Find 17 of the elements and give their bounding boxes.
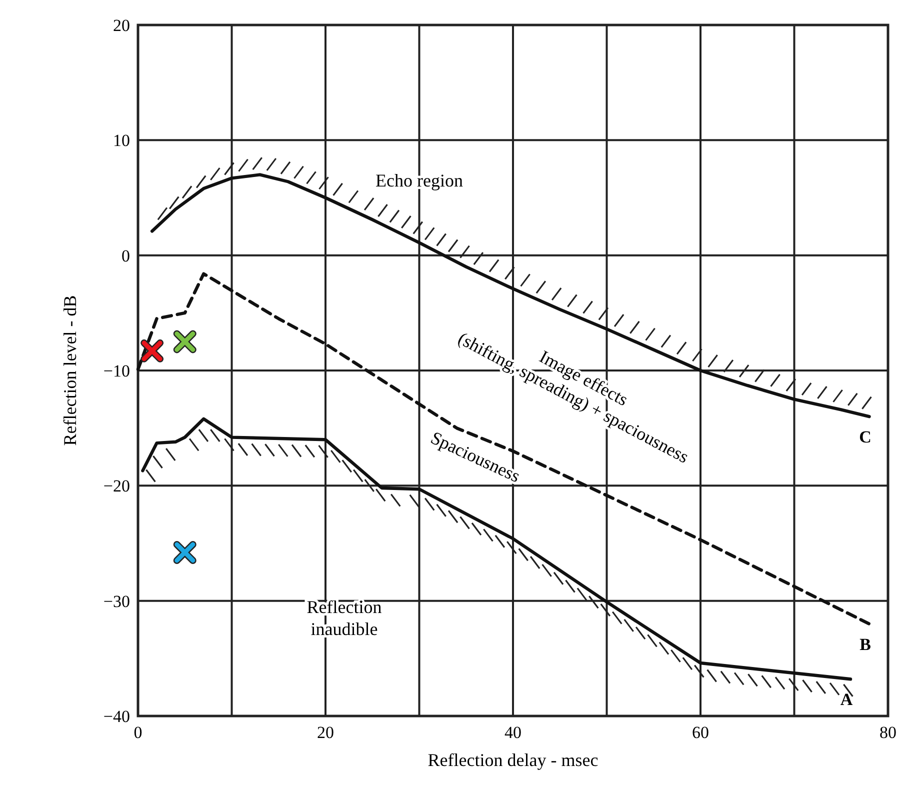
x-axis-title: Reflection delay - msec (428, 750, 598, 770)
x-tick-label: 20 (317, 723, 334, 742)
series-label: C (859, 428, 872, 447)
y-tick-label: −30 (103, 592, 130, 611)
y-tick-label: 20 (113, 16, 130, 35)
series-label: B (860, 634, 871, 654)
x-tick-label: 60 (692, 723, 709, 742)
y-axis-title: Reflection level - dB (60, 295, 80, 446)
y-tick-label: −10 (103, 362, 130, 380)
x-tick-label: 40 (504, 723, 522, 742)
y-tick-label: 10 (113, 131, 130, 150)
x-tick-label: 0 (134, 723, 142, 742)
y-tick-label: 0 (122, 246, 130, 266)
y-tick-label: −40 (103, 707, 130, 726)
x-tick-label: 80 (880, 723, 896, 742)
y-tick-label: −20 (103, 476, 130, 496)
series-label: A (840, 690, 854, 710)
